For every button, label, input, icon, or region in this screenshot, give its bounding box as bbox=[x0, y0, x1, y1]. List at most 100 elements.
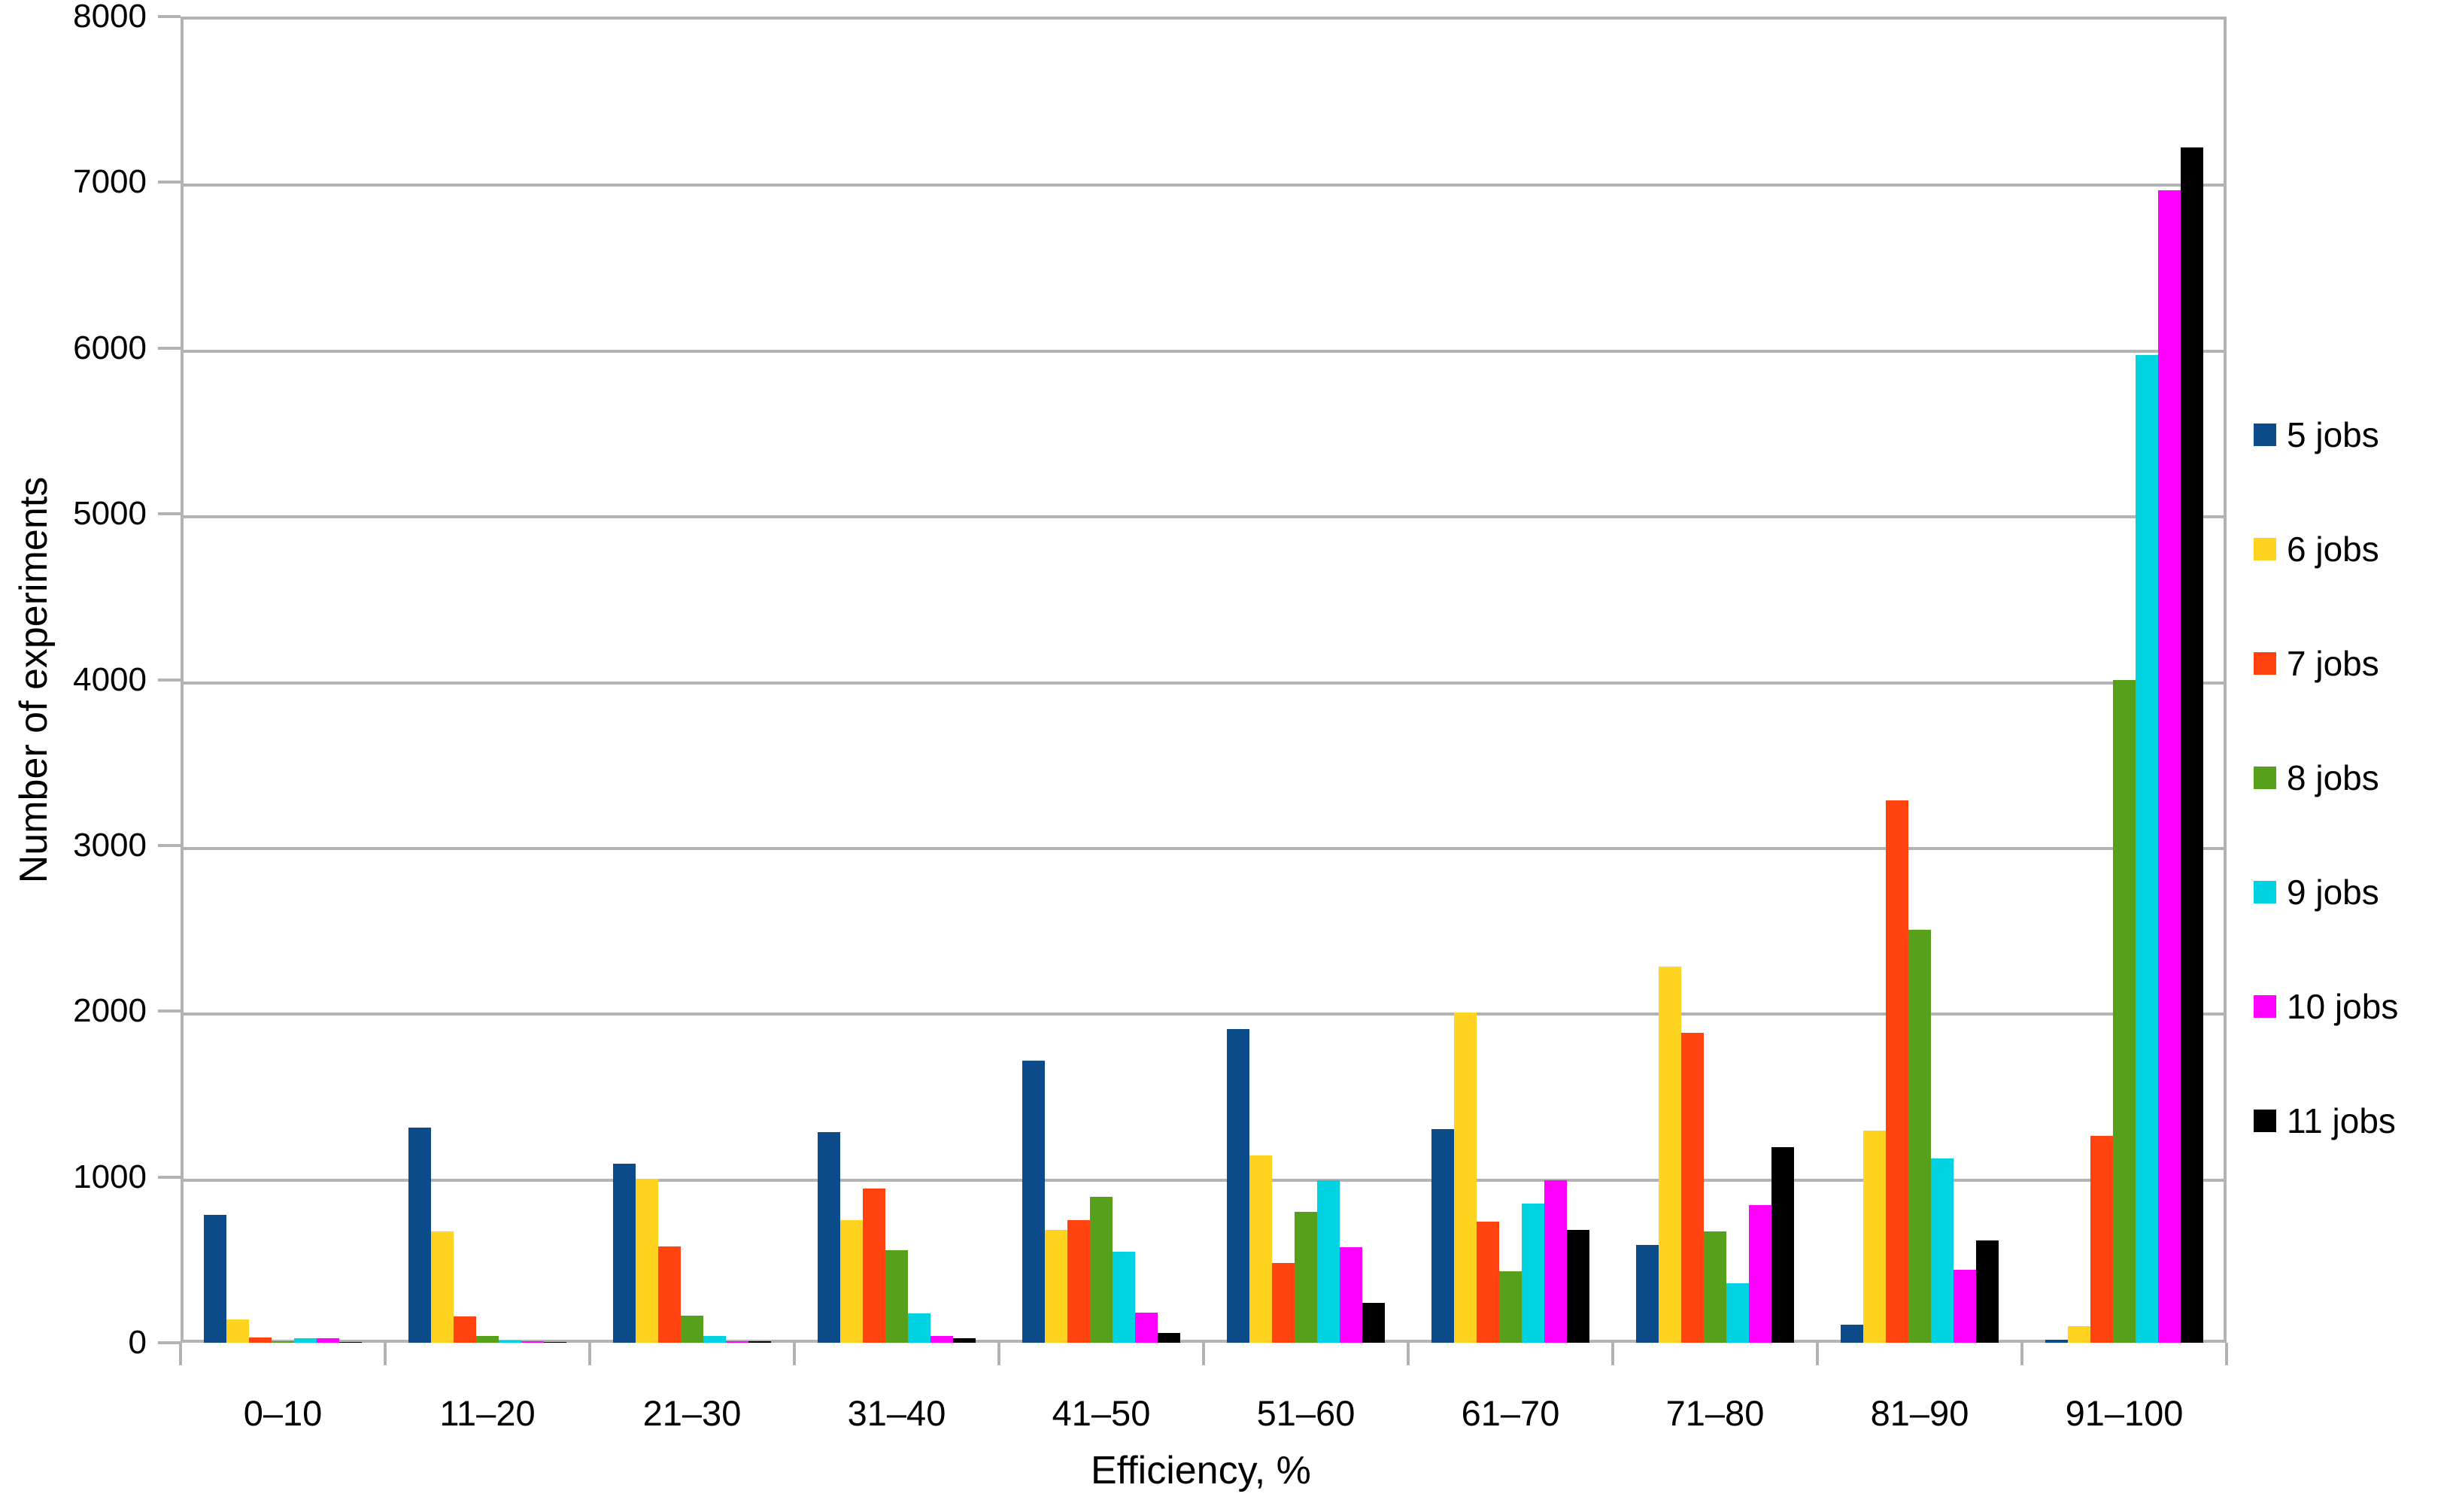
bar-7-jobs-61–70 bbox=[1477, 1222, 1499, 1343]
x-tick-label: 0–10 bbox=[243, 1393, 323, 1433]
gridline bbox=[184, 681, 2224, 685]
bar-6-jobs-21–30 bbox=[636, 1178, 658, 1343]
bar-5-jobs-21–30 bbox=[613, 1163, 636, 1343]
x-axis-tick bbox=[793, 1343, 796, 1365]
bar-7-jobs-41–50 bbox=[1067, 1219, 1090, 1343]
bar-9-jobs-71–80 bbox=[1726, 1283, 1749, 1343]
bar-10-jobs-91–100 bbox=[2158, 190, 2181, 1343]
legend-swatch-icon bbox=[2254, 424, 2276, 446]
bar-11-jobs-21–30 bbox=[748, 1340, 771, 1343]
legend-item-9-jobs: 9 jobs bbox=[2254, 875, 2379, 909]
x-axis-tick bbox=[1816, 1343, 1819, 1365]
legend-item-11-jobs: 11 jobs bbox=[2254, 1104, 2396, 1138]
bar-7-jobs-21–30 bbox=[658, 1246, 681, 1343]
y-tick-label: 6000 bbox=[73, 329, 147, 366]
bar-6-jobs-81–90 bbox=[1863, 1130, 1886, 1343]
legend-swatch-icon bbox=[2254, 881, 2276, 903]
bar-6-jobs-11–20 bbox=[431, 1231, 454, 1343]
x-axis-tick bbox=[2225, 1343, 2228, 1365]
gridline bbox=[184, 184, 2224, 187]
legend-label: 7 jobs bbox=[2287, 644, 2379, 683]
x-tick-label: 71–80 bbox=[1665, 1393, 1765, 1433]
legend-label: 6 jobs bbox=[2287, 530, 2379, 569]
legend-label: 9 jobs bbox=[2287, 873, 2379, 912]
bar-9-jobs-21–30 bbox=[703, 1336, 726, 1343]
legend-item-5-jobs: 5 jobs bbox=[2254, 417, 2379, 452]
x-tick-label: 31–40 bbox=[847, 1393, 946, 1433]
bar-5-jobs-61–70 bbox=[1431, 1128, 1454, 1343]
bar-5-jobs-41–50 bbox=[1022, 1061, 1045, 1343]
x-tick-label: 81–90 bbox=[1870, 1393, 1969, 1433]
legend-swatch-icon bbox=[2254, 652, 2276, 675]
gridline bbox=[184, 1178, 2224, 1182]
bar-8-jobs-11–20 bbox=[476, 1336, 499, 1343]
x-axis-tick bbox=[1611, 1343, 1614, 1365]
y-tick-label: 5000 bbox=[73, 495, 147, 533]
bar-7-jobs-11–20 bbox=[454, 1316, 476, 1343]
bar-10-jobs-41–50 bbox=[1135, 1313, 1158, 1343]
bar-11-jobs-41–50 bbox=[1158, 1332, 1180, 1343]
x-axis-tick bbox=[1407, 1343, 1410, 1365]
bar-10-jobs-11–20 bbox=[521, 1340, 544, 1343]
bar-10-jobs-61–70 bbox=[1544, 1180, 1567, 1343]
bar-10-jobs-81–90 bbox=[1954, 1270, 1976, 1343]
bar-11-jobs-31–40 bbox=[953, 1338, 976, 1343]
y-tick-label: 4000 bbox=[73, 660, 147, 698]
bar-5-jobs-91–100 bbox=[2045, 1339, 2068, 1343]
bar-11-jobs-11–20 bbox=[544, 1341, 566, 1343]
x-axis-tick bbox=[1202, 1343, 1205, 1365]
bar-10-jobs-31–40 bbox=[930, 1336, 953, 1343]
x-tick-label: 51–60 bbox=[1256, 1393, 1356, 1433]
y-axis-tick bbox=[158, 1341, 181, 1344]
x-tick-label: 91–100 bbox=[2065, 1393, 2184, 1433]
bar-6-jobs-61–70 bbox=[1454, 1013, 1477, 1343]
bar-5-jobs-31–40 bbox=[818, 1132, 840, 1343]
bar-6-jobs-31–40 bbox=[840, 1219, 863, 1343]
bar-8-jobs-91–100 bbox=[2113, 679, 2136, 1343]
bar-11-jobs-91–100 bbox=[2181, 147, 2203, 1343]
bar-8-jobs-41–50 bbox=[1090, 1197, 1113, 1343]
y-tick-label: 3000 bbox=[73, 826, 147, 864]
x-axis-tick bbox=[588, 1343, 591, 1365]
bar-7-jobs-51–60 bbox=[1272, 1263, 1295, 1343]
y-axis-tick bbox=[158, 15, 181, 18]
bar-10-jobs-21–30 bbox=[726, 1340, 748, 1343]
bar-10-jobs-51–60 bbox=[1340, 1247, 1362, 1343]
legend-swatch-icon bbox=[2254, 767, 2276, 789]
bar-8-jobs-31–40 bbox=[885, 1249, 908, 1343]
bar-9-jobs-51–60 bbox=[1317, 1180, 1340, 1343]
bar-5-jobs-0–10 bbox=[204, 1215, 226, 1343]
x-tick-label: 61–70 bbox=[1461, 1393, 1560, 1433]
y-axis-tick bbox=[158, 843, 181, 847]
x-axis-tick bbox=[997, 1343, 1000, 1365]
bar-7-jobs-81–90 bbox=[1886, 800, 1908, 1343]
bar-9-jobs-41–50 bbox=[1113, 1251, 1135, 1343]
gridline bbox=[184, 846, 2224, 850]
bar-9-jobs-91–100 bbox=[2136, 354, 2158, 1343]
y-axis-tick bbox=[158, 512, 181, 516]
legend-label: 8 jobs bbox=[2287, 758, 2379, 797]
y-axis-tick bbox=[158, 1175, 181, 1179]
bar-11-jobs-81–90 bbox=[1976, 1240, 1999, 1343]
y-axis-tick bbox=[158, 181, 181, 184]
bar-8-jobs-21–30 bbox=[681, 1315, 703, 1343]
bar-7-jobs-31–40 bbox=[863, 1189, 885, 1343]
bar-10-jobs-71–80 bbox=[1749, 1205, 1771, 1343]
bar-9-jobs-61–70 bbox=[1522, 1203, 1544, 1343]
legend-item-7-jobs: 7 jobs bbox=[2254, 646, 2379, 681]
legend-item-6-jobs: 6 jobs bbox=[2254, 532, 2379, 566]
x-axis-tick bbox=[384, 1343, 387, 1365]
y-tick-label: 1000 bbox=[73, 1158, 147, 1195]
x-axis-title: Efficiency, % bbox=[1091, 1449, 1311, 1492]
y-tick-label: 0 bbox=[128, 1324, 147, 1361]
gridline bbox=[184, 349, 2224, 353]
bar-7-jobs-91–100 bbox=[2090, 1135, 2113, 1343]
y-axis-tick bbox=[158, 678, 181, 682]
bar-11-jobs-51–60 bbox=[1362, 1303, 1385, 1343]
plot-area bbox=[181, 17, 2227, 1343]
x-tick-label: 41–50 bbox=[1052, 1393, 1151, 1433]
bar-7-jobs-71–80 bbox=[1681, 1032, 1704, 1343]
bar-6-jobs-51–60 bbox=[1249, 1155, 1272, 1343]
bar-11-jobs-71–80 bbox=[1771, 1146, 1794, 1343]
bar-8-jobs-71–80 bbox=[1704, 1231, 1726, 1343]
